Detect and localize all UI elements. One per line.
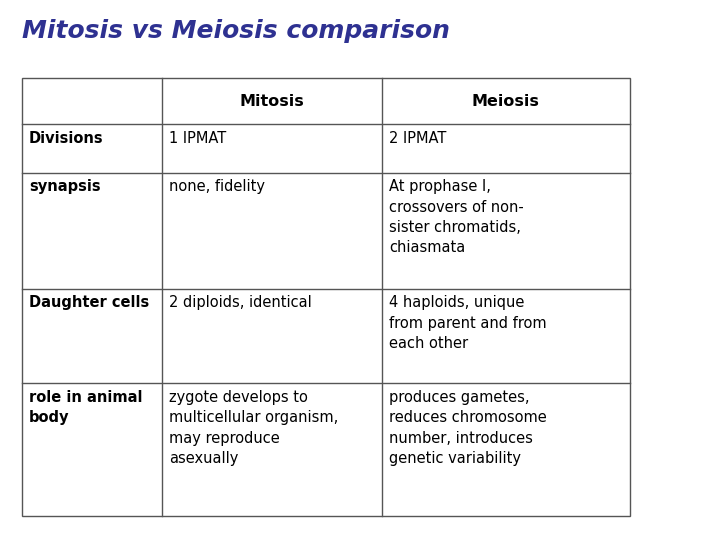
Text: At prophase I,
crossovers of non-
sister chromatids,
chiasmata: At prophase I, crossovers of non- sister… xyxy=(389,179,523,255)
Text: Mitosis vs Meiosis comparison: Mitosis vs Meiosis comparison xyxy=(22,19,449,43)
Text: 4 haploids, unique
from parent and from
each other: 4 haploids, unique from parent and from … xyxy=(389,295,546,351)
Text: Daughter cells: Daughter cells xyxy=(29,295,149,310)
Text: synapsis: synapsis xyxy=(29,179,100,194)
Text: none, fidelity: none, fidelity xyxy=(169,179,265,194)
Text: role in animal
body: role in animal body xyxy=(29,390,143,426)
Text: Mitosis: Mitosis xyxy=(240,94,304,109)
Text: 1 IPMAT: 1 IPMAT xyxy=(169,131,227,146)
Text: Meiosis: Meiosis xyxy=(472,94,540,109)
Text: Divisions: Divisions xyxy=(29,131,104,146)
Text: produces gametes,
reduces chromosome
number, introduces
genetic variability: produces gametes, reduces chromosome num… xyxy=(389,390,546,466)
Text: 2 IPMAT: 2 IPMAT xyxy=(389,131,446,146)
Text: zygote develops to
multicellular organism,
may reproduce
asexually: zygote develops to multicellular organis… xyxy=(169,390,338,466)
Text: 2 diploids, identical: 2 diploids, identical xyxy=(169,295,312,310)
